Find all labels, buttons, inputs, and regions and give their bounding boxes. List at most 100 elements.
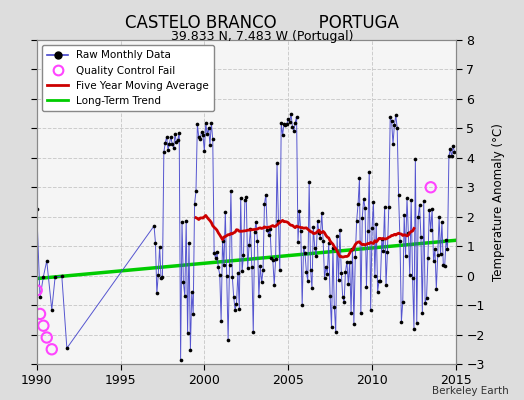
Point <box>171 131 179 138</box>
Point <box>238 268 246 275</box>
Point <box>400 212 408 218</box>
Point <box>32 206 41 212</box>
Point <box>189 311 198 317</box>
Point <box>203 131 211 137</box>
Point <box>368 225 376 232</box>
Point <box>376 278 385 284</box>
Point <box>158 274 167 280</box>
Point <box>210 249 219 256</box>
Point <box>369 199 378 205</box>
Point <box>380 204 389 211</box>
Point <box>232 300 241 307</box>
Point <box>263 227 271 233</box>
Point <box>261 191 270 198</box>
Point <box>215 272 224 278</box>
Point <box>164 146 172 153</box>
Point <box>445 153 453 160</box>
Point <box>223 273 231 280</box>
Point <box>432 286 441 292</box>
Point <box>431 246 439 252</box>
Point <box>206 142 214 148</box>
Point <box>291 120 299 126</box>
Point <box>260 201 269 208</box>
Text: 39.833 N, 7.483 W (Portugal): 39.833 N, 7.483 W (Portugal) <box>171 30 353 43</box>
Point <box>359 196 368 202</box>
Point <box>48 306 56 313</box>
Point <box>303 277 312 284</box>
Point <box>186 346 194 353</box>
Point <box>372 220 380 227</box>
Point <box>449 143 457 150</box>
Point <box>214 264 223 271</box>
Point <box>446 146 454 152</box>
Point <box>287 111 295 117</box>
Point <box>421 299 429 306</box>
Point <box>36 294 44 301</box>
Point <box>265 232 273 238</box>
Point <box>236 195 245 201</box>
Point <box>347 310 355 316</box>
Point <box>299 244 308 250</box>
Point <box>161 140 169 146</box>
Point <box>239 252 248 258</box>
Point <box>172 139 181 146</box>
Point <box>250 228 259 235</box>
Point <box>397 318 406 325</box>
Point <box>199 132 207 139</box>
Point <box>396 237 404 244</box>
Point <box>209 136 217 143</box>
Point <box>354 201 362 207</box>
Point <box>173 136 182 143</box>
Point <box>235 306 244 312</box>
Point <box>386 114 395 120</box>
Point <box>207 120 215 126</box>
Point <box>391 112 400 119</box>
Point <box>190 201 199 207</box>
Point <box>408 274 417 281</box>
Point <box>307 266 315 273</box>
Point <box>294 239 302 246</box>
Point <box>244 265 252 271</box>
Point <box>315 230 323 236</box>
Point <box>435 214 443 220</box>
Point <box>36 311 44 317</box>
Point <box>362 284 370 290</box>
Point <box>32 287 41 294</box>
Point <box>334 277 343 284</box>
Point <box>428 206 436 212</box>
Point <box>253 238 261 244</box>
Point <box>281 121 290 128</box>
Point <box>157 275 165 281</box>
Point <box>169 144 178 151</box>
Point <box>427 184 435 190</box>
Point <box>316 234 324 241</box>
Point <box>332 328 340 335</box>
Point <box>406 272 414 278</box>
Point <box>438 219 446 225</box>
Point <box>375 278 383 284</box>
Point <box>284 115 292 122</box>
Point <box>311 244 319 251</box>
Point <box>162 134 171 140</box>
Point <box>383 249 391 255</box>
Point <box>425 207 433 214</box>
Point <box>344 281 353 287</box>
Point <box>422 295 431 302</box>
Point <box>168 141 177 148</box>
Point <box>290 128 298 134</box>
Point <box>323 270 332 277</box>
Point <box>395 192 403 198</box>
Point <box>370 273 379 280</box>
Point <box>150 223 158 229</box>
Point <box>286 119 294 125</box>
Point <box>194 134 203 140</box>
Point <box>348 246 357 252</box>
Point <box>179 279 188 286</box>
Text: CASTELO BRANCO        PORTUGA: CASTELO BRANCO PORTUGA <box>125 14 399 32</box>
Point <box>156 243 164 250</box>
Point <box>193 121 202 127</box>
Point <box>443 246 452 252</box>
Point <box>353 217 361 224</box>
Point <box>63 345 71 351</box>
Point <box>58 273 66 280</box>
